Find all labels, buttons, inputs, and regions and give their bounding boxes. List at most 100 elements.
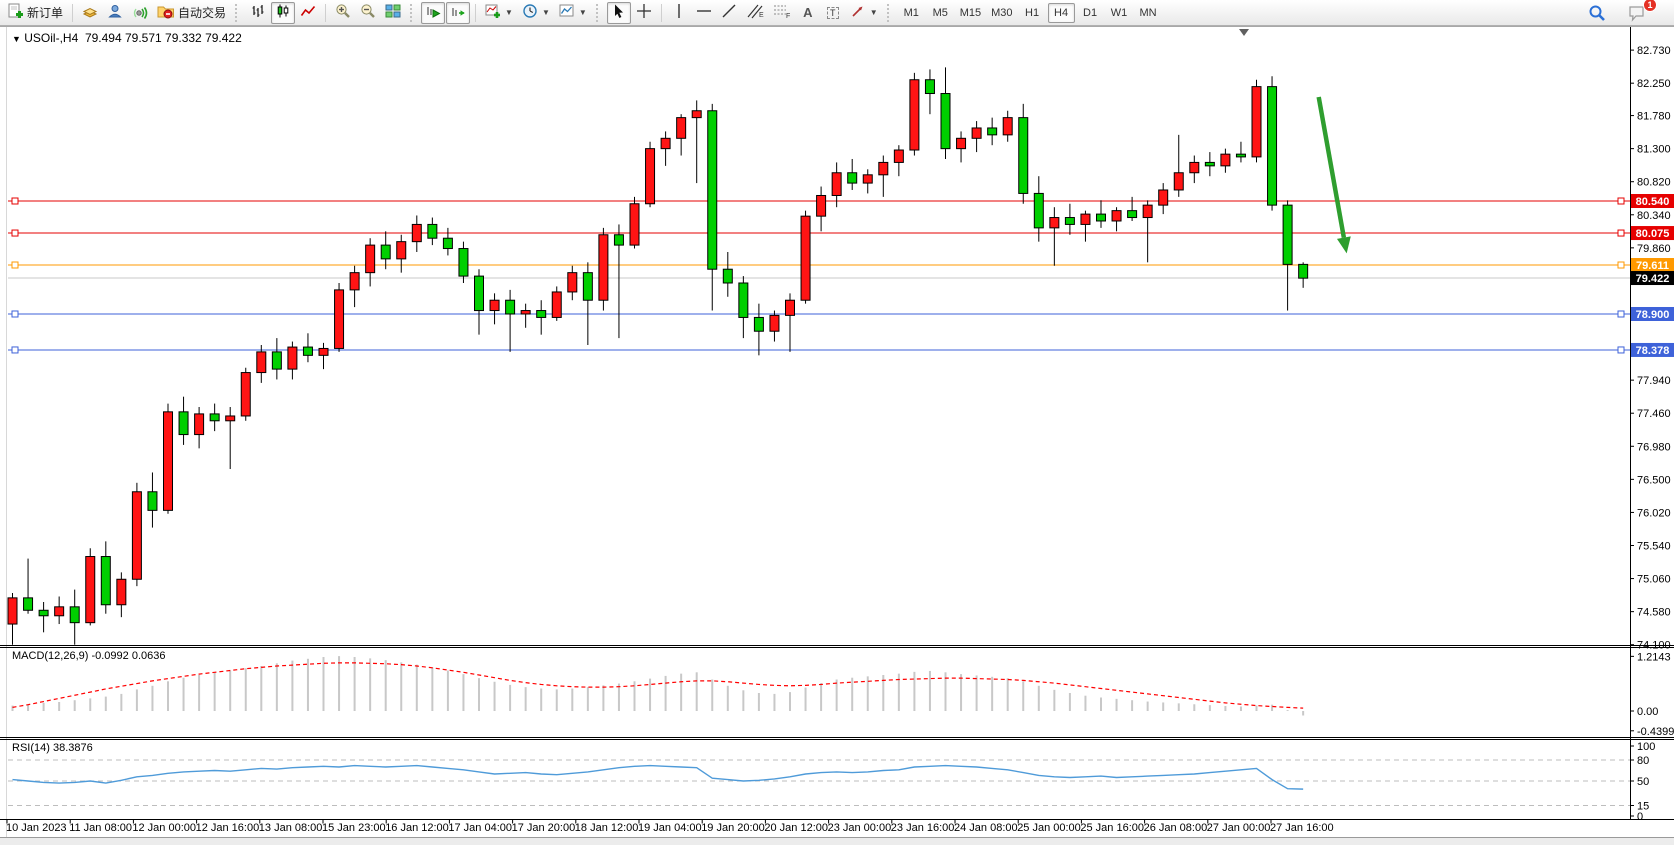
- timeframe-button-m30[interactable]: M30: [991, 6, 1013, 19]
- chevron-down-icon: ▼: [541, 8, 550, 17]
- candle-up: [54, 606, 65, 617]
- horizontal-line-button[interactable]: [692, 2, 716, 24]
- level-handle[interactable]: [11, 229, 19, 237]
- timeframe-button-h1[interactable]: H1: [1025, 6, 1040, 19]
- candle-down: [458, 248, 469, 277]
- trendline-icon: [721, 3, 737, 22]
- rsi-axis-label: 80: [1637, 755, 1649, 767]
- price-tick-label: 75.540: [1637, 541, 1671, 553]
- candle-down: [38, 609, 49, 617]
- candle-down: [1018, 117, 1029, 194]
- chart-shift-button[interactable]: [446, 1, 471, 24]
- timeframe-button-m5[interactable]: M5: [932, 6, 948, 19]
- tile-windows-button[interactable]: [381, 2, 405, 24]
- price-tick-label: 77.460: [1637, 408, 1671, 420]
- new-order-button[interactable]: 新订单: [4, 2, 67, 24]
- line-chart-button[interactable]: [296, 2, 320, 24]
- trendline-button[interactable]: [717, 2, 741, 24]
- candle-down: [178, 411, 189, 436]
- rsi-axis-label: 0: [1637, 811, 1643, 823]
- time-tick-label: 24 Jan 08:00: [954, 822, 1018, 834]
- chart-title: ▼ USOil-,H4 79.494 79.571 79.332 79.422: [12, 31, 242, 45]
- time-tick-label: 11 Jan 08:00: [69, 822, 132, 834]
- periods-button[interactable]: ▼: [518, 2, 554, 24]
- down-arrow-annotation[interactable]: [1316, 96, 1347, 239]
- price-tick-label: 82.730: [1637, 45, 1671, 57]
- crosshair-button[interactable]: [632, 2, 656, 24]
- time-tick-label: 15 Jan 23:00: [322, 822, 386, 834]
- vertical-line-button[interactable]: [667, 2, 691, 24]
- level-handle[interactable]: [1617, 346, 1625, 354]
- separator: [660, 3, 662, 22]
- zoom-in-icon: [335, 3, 351, 22]
- auto-trading-button[interactable]: 自动交易: [153, 2, 230, 24]
- chart-shift-marker[interactable]: [1239, 29, 1249, 36]
- price-badge: [1631, 194, 1674, 208]
- chart-shift-icon: [450, 3, 466, 22]
- candle-down: [147, 491, 158, 511]
- templates-button[interactable]: ▼: [555, 2, 591, 24]
- toolbar-grip: [886, 3, 893, 22]
- price-tick-label: 81.300: [1637, 144, 1671, 156]
- candle-up: [85, 556, 96, 624]
- timeframe-switcher: M1 M5 M15 M30 H1 H4 D1 W1 MN: [898, 2, 1162, 23]
- candle-up: [1173, 172, 1184, 191]
- candle-up: [598, 234, 609, 301]
- signal-button[interactable]: [128, 2, 152, 24]
- level-handle[interactable]: [11, 197, 19, 205]
- collapse-icon[interactable]: ▼: [12, 34, 21, 44]
- indicators-button[interactable]: ▼: [481, 2, 517, 24]
- search-button[interactable]: [1584, 2, 1610, 24]
- timeframe-button-m1[interactable]: M1: [903, 6, 919, 19]
- rsi-pane: 100 80 50 150: [8, 741, 1655, 823]
- candle-down: [1282, 204, 1293, 265]
- level-handle[interactable]: [1617, 310, 1625, 318]
- notifications-button[interactable]: 1: [1624, 0, 1657, 24]
- zoom-out-button[interactable]: [356, 2, 380, 24]
- timeframe-button-w1[interactable]: W1: [1110, 6, 1128, 19]
- level-handle[interactable]: [11, 346, 19, 354]
- equidistant-channel-button[interactable]: E: [742, 2, 768, 24]
- toolbar-grip: [410, 3, 416, 22]
- candlestick-chart-icon: [275, 3, 291, 22]
- market-watch-button[interactable]: [78, 2, 102, 24]
- timeframe-button-mn[interactable]: MN: [1139, 6, 1157, 19]
- timeframe-button-d1[interactable]: D1: [1083, 6, 1098, 19]
- arrows-button[interactable]: ▼: [846, 2, 882, 24]
- level-handle[interactable]: [11, 261, 19, 269]
- rsi-indicator-label: RSI(14) 38.3876: [12, 742, 93, 754]
- candle-up: [256, 351, 267, 374]
- candle-down: [271, 351, 282, 370]
- level-handle[interactable]: [1617, 261, 1625, 269]
- candlestick-chart-button[interactable]: [271, 1, 296, 24]
- cursor-button[interactable]: [606, 1, 631, 24]
- time-tick-label: 25 Jan 00:00: [1017, 822, 1081, 834]
- text-label-button[interactable]: T: [821, 2, 845, 24]
- new-order-label: 新订单: [27, 6, 64, 20]
- timeframe-button-h4[interactable]: H4: [1047, 2, 1075, 23]
- price-badge-label: 78.900: [1636, 309, 1670, 321]
- macd-indicator-label: MACD(12,26,9) -0.0992 0.0636: [12, 650, 166, 662]
- level-handle[interactable]: [1617, 197, 1625, 205]
- price-badge-label: 80.540: [1636, 196, 1670, 208]
- zoom-in-button[interactable]: [331, 2, 355, 24]
- fibonacci-button[interactable]: F: [769, 2, 795, 24]
- profile-button[interactable]: [103, 2, 127, 24]
- timeframe-button-m15[interactable]: M15: [959, 6, 982, 19]
- zoom-out-icon: [360, 3, 376, 22]
- price-badge: [1631, 226, 1674, 241]
- candle-down: [1096, 213, 1106, 222]
- candle-up: [396, 241, 407, 260]
- candle-down: [474, 275, 484, 312]
- chevron-down-icon: ▼: [505, 8, 513, 17]
- text-button[interactable]: A: [796, 2, 820, 24]
- candle-up: [956, 137, 967, 150]
- auto-scroll-button[interactable]: [421, 1, 446, 24]
- bar-chart-button[interactable]: [246, 2, 270, 24]
- candle-down: [738, 282, 749, 318]
- price-tick-label: 76.980: [1637, 441, 1671, 453]
- candle-up: [1189, 161, 1200, 174]
- level-handle[interactable]: [11, 310, 19, 318]
- level-handle[interactable]: [1617, 229, 1625, 237]
